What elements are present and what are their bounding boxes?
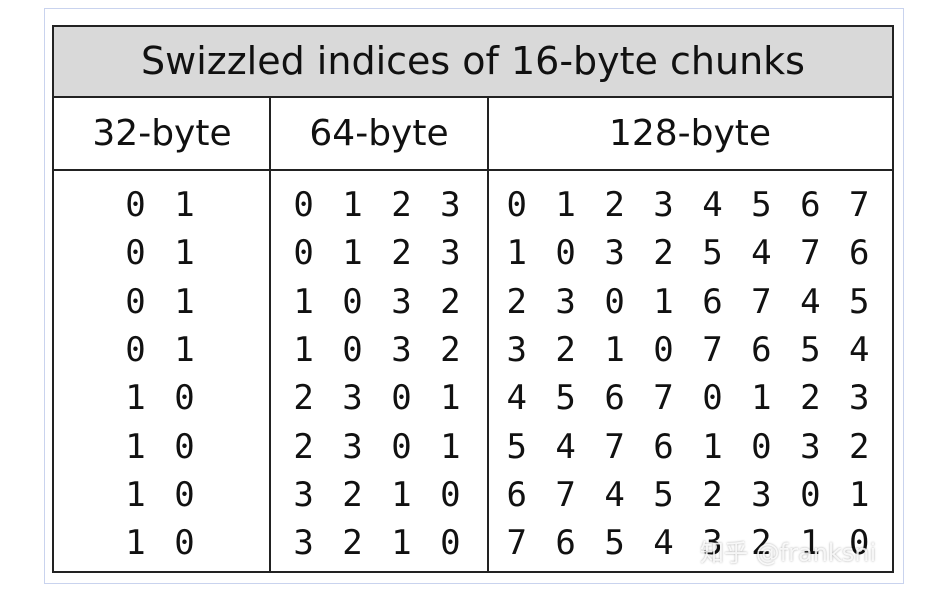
cell: 3 2 1 0 7 6 5 4: [506, 329, 874, 370]
column-divider: [269, 98, 271, 571]
cell: 0 1: [125, 185, 199, 225]
cell: 2 3 0 1 6 7 4 5: [506, 281, 874, 322]
table: Swizzled indices of 16-byte chunks 32-by…: [52, 25, 894, 573]
column-header: 32-byte: [54, 98, 270, 171]
cell: 3 2 1 0: [293, 523, 465, 564]
cell: 1 0: [125, 523, 199, 564]
table-title: Swizzled indices of 16-byte chunks: [54, 27, 892, 98]
cell: 0 1 2 3: [293, 233, 465, 274]
cell: 1 0: [125, 378, 199, 419]
cell: 6 7 4 5 2 3 0 1: [506, 474, 874, 515]
cell: 7 6 5 4 3 2 1 0: [506, 523, 874, 564]
cell: 1 0: [125, 474, 199, 515]
cell: 1 0 3 2: [293, 329, 465, 370]
cell: 3 2 1 0: [293, 474, 465, 515]
cell: 0 1 2 3 4 5 6 7: [506, 185, 874, 225]
cell: 2 3 0 1: [293, 426, 465, 467]
frame: [44, 8, 904, 584]
column-header: 128-byte: [488, 98, 892, 171]
cell: 0 1: [125, 329, 199, 370]
column-divider: [487, 98, 489, 571]
cell: 4 5 6 7 0 1 2 3: [506, 378, 874, 419]
column-header: 64-byte: [270, 98, 488, 171]
cell: 0 1: [125, 281, 199, 322]
cell: 1 0 3 2: [293, 281, 465, 322]
watermark: 知乎 @franksni: [700, 539, 877, 567]
cell: 0 1 2 3: [293, 185, 465, 225]
cell: 1 0 3 2 5 4 7 6: [506, 233, 874, 274]
cell: 0 1: [125, 233, 199, 274]
cell: 1 0: [125, 426, 199, 467]
cell: 5 4 7 6 1 0 3 2: [506, 426, 874, 467]
cell: 2 3 0 1: [293, 378, 465, 419]
